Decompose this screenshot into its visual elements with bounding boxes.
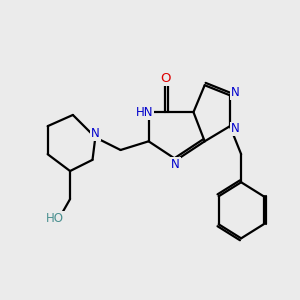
Text: HO: HO xyxy=(46,212,64,225)
Text: O: O xyxy=(160,72,171,85)
Text: N: N xyxy=(171,158,180,170)
Text: N: N xyxy=(91,127,100,140)
Text: N: N xyxy=(231,122,239,136)
Text: N: N xyxy=(231,86,239,99)
Text: HN: HN xyxy=(136,106,153,118)
